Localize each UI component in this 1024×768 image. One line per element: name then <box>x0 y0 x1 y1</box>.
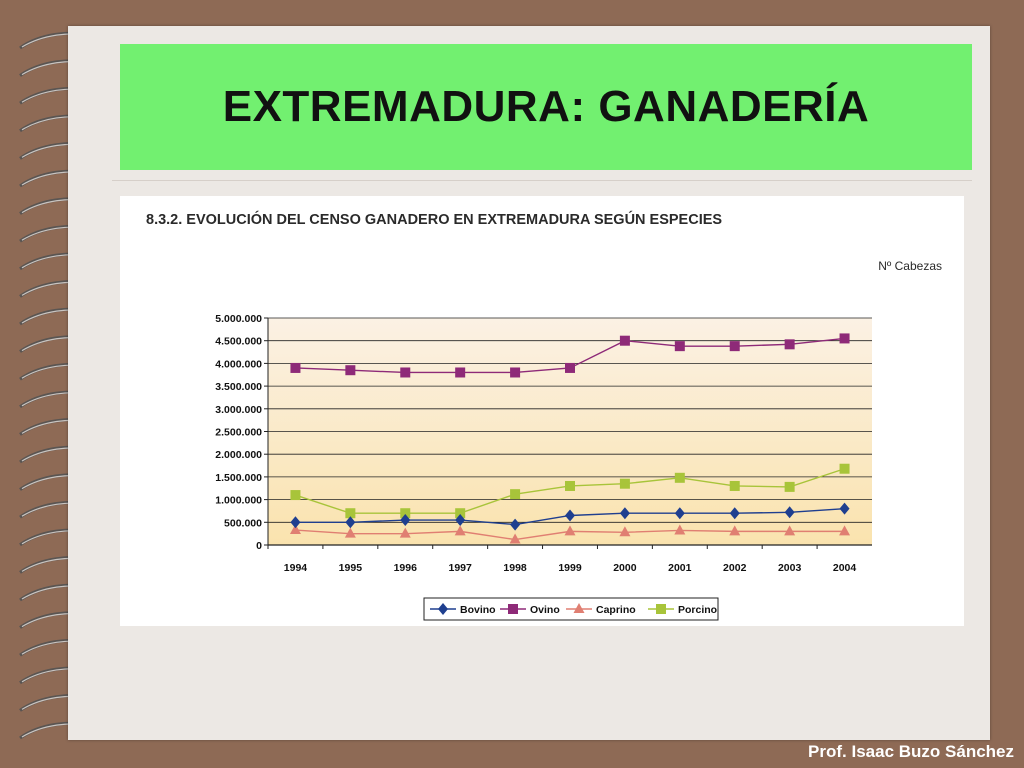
chart-legend: Bovino Ovino Caprino Porcino <box>423 597 719 621</box>
legend-label-porcino: Porcino <box>678 604 717 616</box>
y-tick-label: 4.000.000 <box>215 358 262 370</box>
author-credit: Prof. Isaac Buzo Sánchez <box>808 742 1014 761</box>
data-point-bovino <box>565 509 575 522</box>
x-tick-label: 2002 <box>723 562 747 574</box>
livestock-census-chart: 8.3.2. EVOLUCIÓN DEL CENSO GANADERO EN E… <box>146 210 942 621</box>
data-point-ovino <box>345 365 356 376</box>
data-point-porcino <box>729 480 740 491</box>
data-point-porcino <box>290 490 301 501</box>
data-point-porcino <box>510 489 521 500</box>
data-point-ovino <box>674 341 685 352</box>
data-point-bovino <box>674 507 685 520</box>
x-tick-label: 1996 <box>394 562 418 574</box>
data-point-caprino <box>674 524 686 535</box>
data-point-caprino <box>729 525 741 536</box>
x-tick-label: 2000 <box>613 562 637 574</box>
y-tick-label: 3.500.000 <box>215 381 262 393</box>
unit-label: Nº Cabezas <box>878 259 942 273</box>
data-point-bovino <box>784 506 795 519</box>
y-tick-label: 1.500.000 <box>215 472 262 484</box>
legend-label-bovino: Bovino <box>460 604 496 616</box>
legend-marker-ovino <box>508 604 518 614</box>
data-point-bovino <box>510 518 521 531</box>
data-point-porcino <box>784 481 795 492</box>
data-point-ovino <box>400 367 411 378</box>
x-tick-label: 2004 <box>833 562 857 574</box>
data-point-porcino <box>839 463 850 474</box>
data-point-ovino <box>839 333 850 344</box>
data-point-ovino <box>784 339 795 350</box>
chart-title: 8.3.2. EVOLUCIÓN DEL CENSO GANADERO EN E… <box>146 210 722 228</box>
data-point-ovino <box>729 341 740 352</box>
data-point-caprino <box>784 525 796 536</box>
legend-marker-porcino <box>656 604 666 614</box>
data-point-porcino <box>619 478 630 489</box>
y-tick-label: 0 <box>256 540 262 552</box>
y-tick-label: 4.500.000 <box>215 336 262 348</box>
x-tick-label: 1995 <box>339 562 363 574</box>
data-point-porcino <box>345 508 356 519</box>
data-point-caprino <box>344 527 356 538</box>
data-point-bovino <box>400 514 411 527</box>
data-point-ovino <box>619 335 630 346</box>
title-banner: EXTREMADURA: GANADERÍA <box>120 44 972 170</box>
data-point-bovino <box>839 502 850 515</box>
x-tick-label: 1997 <box>449 562 473 574</box>
data-point-ovino <box>455 367 466 378</box>
legend-marker-bovino <box>438 603 448 615</box>
data-point-caprino <box>839 525 851 536</box>
data-point-porcino <box>400 508 411 519</box>
title-separator <box>112 180 972 181</box>
plot-area: 0 500.000 1.000.000 1.500.000 2.000.000 2.500… <box>215 313 872 574</box>
x-tick-label: 1999 <box>558 562 582 574</box>
data-point-porcino <box>455 508 466 519</box>
chart-panel: 8.3.2. EVOLUCIÓN DEL CENSO GANADERO EN E… <box>120 196 964 626</box>
legend-marker-caprino <box>573 603 585 613</box>
legend-label-ovino: Ovino <box>530 604 560 616</box>
x-tick-label: 1998 <box>503 562 527 574</box>
y-tick-label: 5.000.000 <box>215 313 262 325</box>
x-tick-label: 2001 <box>668 562 692 574</box>
data-point-porcino <box>674 472 685 483</box>
data-point-caprino <box>619 526 631 537</box>
slide-title: EXTREMADURA: GANADERÍA <box>222 82 870 131</box>
data-point-ovino <box>565 362 575 373</box>
y-tick-label: 500.000 <box>224 517 262 529</box>
data-point-ovino <box>290 362 301 373</box>
data-point-bovino <box>729 507 740 520</box>
data-point-porcino <box>565 480 575 491</box>
data-point-ovino <box>510 367 521 378</box>
y-tick-label: 1.000.000 <box>215 495 262 507</box>
data-point-bovino <box>455 514 466 527</box>
x-tick-label: 2003 <box>778 562 802 574</box>
data-point-caprino <box>564 525 576 536</box>
legend-label-caprino: Caprino <box>596 604 636 616</box>
data-point-bovino <box>345 516 356 529</box>
data-point-caprino <box>509 533 521 544</box>
data-point-bovino <box>290 516 301 529</box>
y-tick-label: 2.500.000 <box>215 427 262 439</box>
y-tick-label: 2.000.000 <box>215 449 262 461</box>
data-point-caprino <box>399 527 411 538</box>
data-point-caprino <box>289 524 301 535</box>
y-tick-label: 3.000.000 <box>215 404 262 416</box>
data-point-bovino <box>619 507 630 520</box>
x-tick-label: 1994 <box>284 562 308 574</box>
data-point-caprino <box>454 525 466 536</box>
